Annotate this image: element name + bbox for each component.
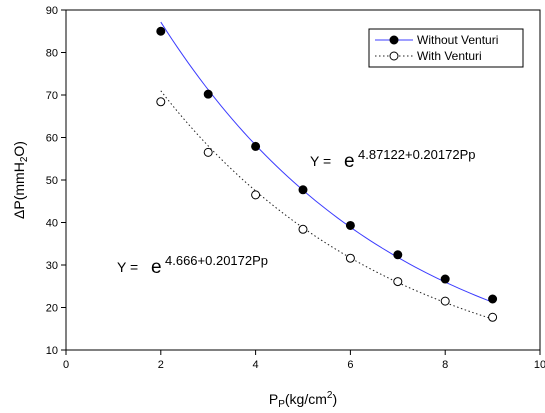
equation-with-venturi: Y = e 4.666+0.20172Pp: [117, 253, 268, 278]
legend-box: [368, 28, 524, 68]
equation-exponent: 4.666+0.20172Pp: [165, 253, 268, 268]
y-tick-label: 30: [46, 260, 58, 272]
data-point-series-0: [345, 220, 355, 230]
legend-marker-without-venturi: [389, 35, 399, 45]
data-point-series-1: [345, 253, 355, 263]
y-tick-label: 20: [46, 303, 58, 315]
data-point-series-0: [251, 141, 261, 151]
legend-label-with-venturi: With Venturi: [417, 49, 482, 63]
series-line-0: [160, 21, 493, 303]
data-point-series-0: [156, 26, 166, 36]
legend-marker-with-venturi: [389, 51, 399, 61]
x-tick-label: 0: [63, 359, 69, 371]
y-axis-ticks: 10 20 30 40 50 60 70 80 90: [46, 5, 66, 357]
y-tick-label: 10: [46, 345, 58, 357]
data-point-series-1: [251, 190, 261, 200]
x-tick-label: 2: [158, 359, 164, 371]
y-tick-label: 60: [46, 133, 58, 145]
y-tick-label: 50: [46, 175, 58, 187]
series-line-1: [160, 90, 493, 320]
data-point-series-0: [298, 185, 308, 195]
data-point-series-0: [393, 250, 403, 260]
data-point-series-1: [488, 312, 498, 322]
y-axis-label: ΔP(mmH2O): [11, 141, 30, 219]
x-tick-label: 10: [534, 359, 545, 371]
data-point-series-1: [156, 97, 166, 107]
y-tick-label: 80: [46, 48, 58, 60]
equation-lhs: Y =: [310, 153, 331, 169]
equation-exponent: 4.87122+0.20172Pp: [358, 147, 475, 162]
y-tick-label: 90: [46, 5, 58, 17]
x-tick-label: 6: [347, 359, 353, 371]
data-points: [156, 26, 498, 322]
data-point-series-0: [203, 89, 213, 99]
data-point-series-1: [298, 224, 308, 234]
data-point-series-0: [440, 274, 450, 284]
equation-lhs: Y =: [117, 259, 138, 275]
x-tick-label: 8: [442, 359, 448, 371]
data-point-series-1: [393, 277, 403, 287]
legend: Without Venturi With Venturi: [368, 28, 524, 68]
data-point-series-0: [488, 294, 498, 304]
x-axis-ticks: 0 2 4 6 8 10: [63, 350, 545, 371]
x-tick-label: 4: [253, 359, 259, 371]
data-point-series-1: [440, 296, 450, 306]
y-tick-label: 70: [46, 90, 58, 102]
equation-without-venturi: Y = e 4.87122+0.20172Pp: [310, 147, 475, 172]
x-axis-label: PP(kg/cm2): [269, 390, 337, 410]
equation-base: e: [151, 257, 162, 278]
legend-label-without-venturi: Without Venturi: [417, 33, 498, 47]
data-point-series-1: [203, 147, 213, 157]
equation-base: e: [344, 151, 355, 172]
y-tick-label: 40: [46, 218, 58, 230]
fit-curves: [160, 21, 493, 320]
